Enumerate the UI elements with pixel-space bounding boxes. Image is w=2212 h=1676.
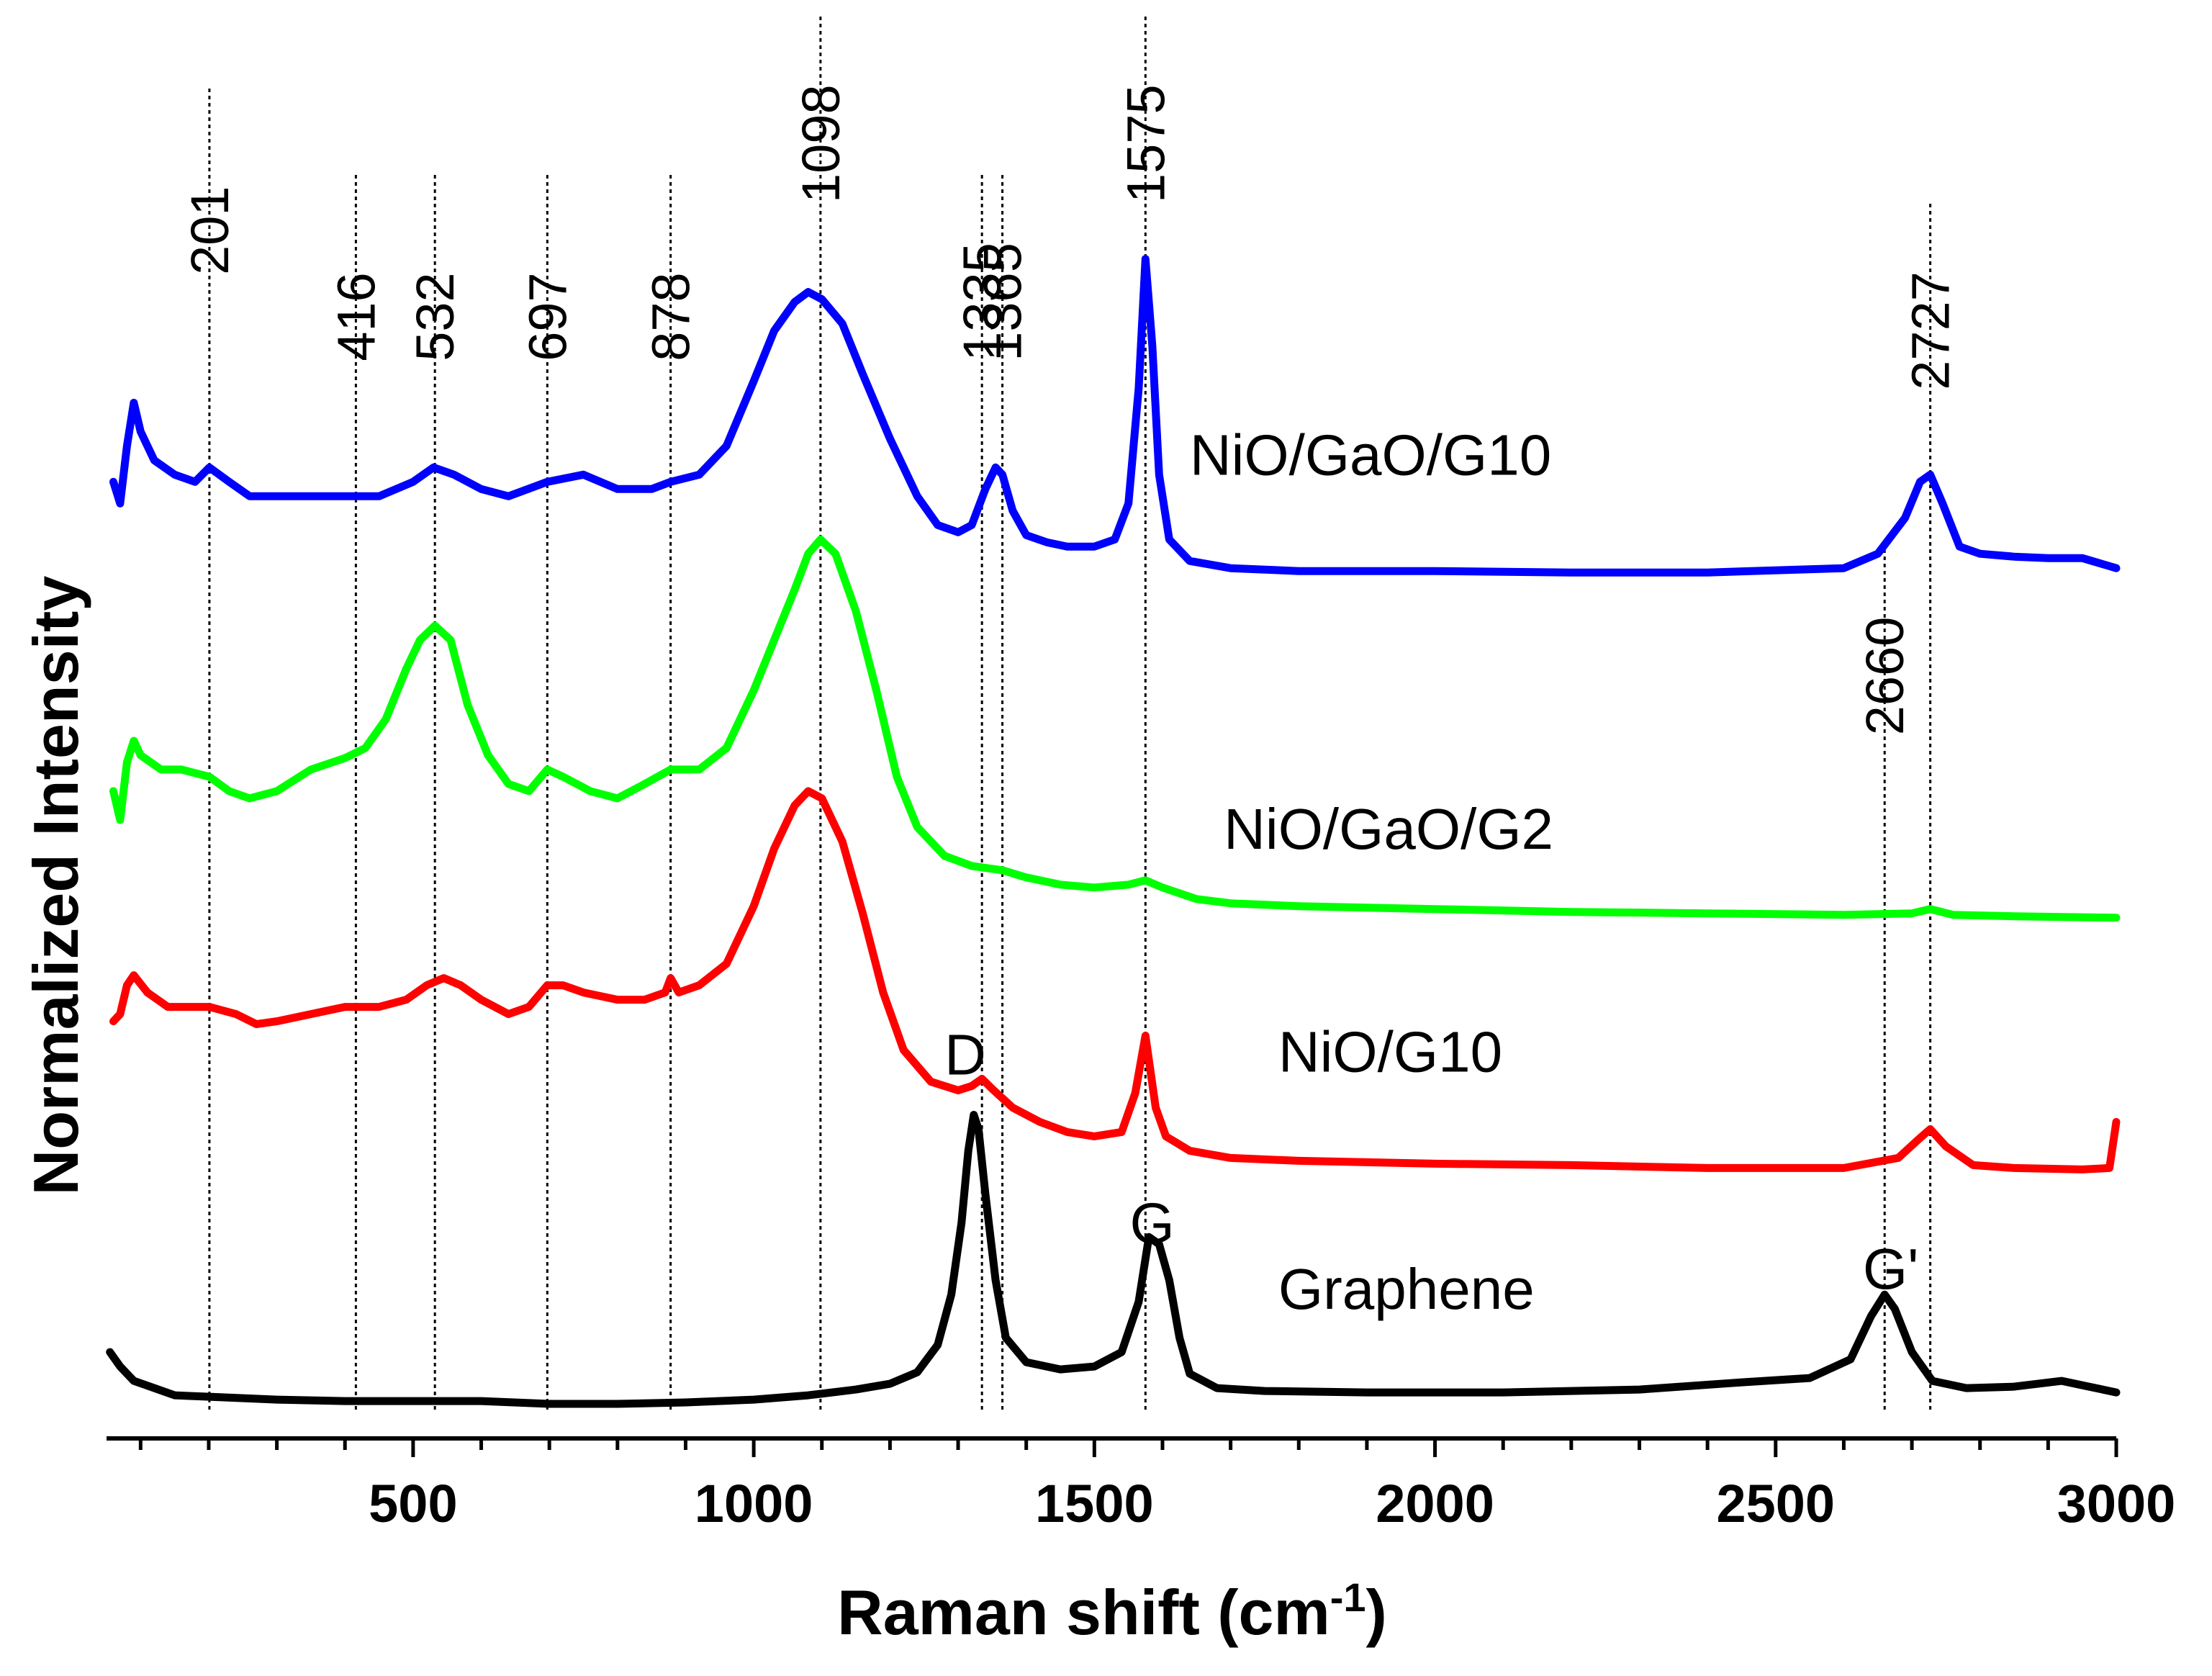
series-line-nio-gao-g2 bbox=[109, 535, 2121, 922]
series-line-nio-gao-g10 bbox=[109, 255, 2121, 577]
x-ticks: 500 1000 1500 2000 2500 3000 bbox=[138, 1438, 2176, 1533]
marker-label-2727: 2727 bbox=[1901, 271, 1961, 390]
peak-label-g: G bbox=[1130, 1191, 1175, 1255]
marker-label-201: 201 bbox=[180, 186, 240, 274]
series-label-graphene: Graphene bbox=[1278, 1257, 1535, 1321]
x-axis-title-end: ) bbox=[1366, 1577, 1387, 1648]
marker-label-1575: 1575 bbox=[1116, 84, 1175, 203]
marker-label-532: 532 bbox=[405, 272, 465, 361]
series-label-nio-gao-g10: NiO/GaO/G10 bbox=[1190, 423, 1551, 487]
x-tick-label-1500: 1500 bbox=[1035, 1474, 1154, 1533]
marker-label-1098: 1098 bbox=[791, 84, 851, 203]
marker-label-697: 697 bbox=[518, 272, 577, 361]
series-line-graphene bbox=[106, 1111, 2121, 1408]
peak-label-d: D bbox=[944, 1023, 986, 1087]
x-tick-label-3000: 3000 bbox=[2057, 1474, 2176, 1533]
x-axis-title-main: Raman shift (cm bbox=[837, 1577, 1330, 1648]
marker-label-1365: 1365 bbox=[973, 243, 1033, 361]
marker-label-1335: 1335 bbox=[952, 243, 1012, 361]
x-tick-label-500: 500 bbox=[369, 1474, 457, 1533]
series-line-nio-g10 bbox=[109, 787, 2121, 1173]
marker-label-878: 878 bbox=[641, 272, 701, 361]
series-label-nio-gao-g2: NiO/GaO/G2 bbox=[1224, 797, 1553, 861]
marker-lines bbox=[208, 14, 1932, 1410]
x-tick-label-1000: 1000 bbox=[695, 1474, 813, 1533]
x-axis-title: Raman shift (cm-1) bbox=[837, 1574, 1387, 1648]
y-axis-title: Normalized Intensity bbox=[20, 576, 91, 1196]
series-lines bbox=[106, 255, 2121, 1408]
marker-label-416: 416 bbox=[326, 272, 386, 361]
series-label-nio-g10: NiO/G10 bbox=[1278, 1020, 1502, 1084]
peak-label-g-prime: G' bbox=[1863, 1237, 1919, 1301]
x-tick-label-2000: 2000 bbox=[1376, 1474, 1494, 1533]
marker-label-2660: 2660 bbox=[1855, 617, 1915, 736]
x-axis-title-sup: -1 bbox=[1330, 1574, 1366, 1620]
x-tick-label-2500: 2500 bbox=[1716, 1474, 1835, 1533]
